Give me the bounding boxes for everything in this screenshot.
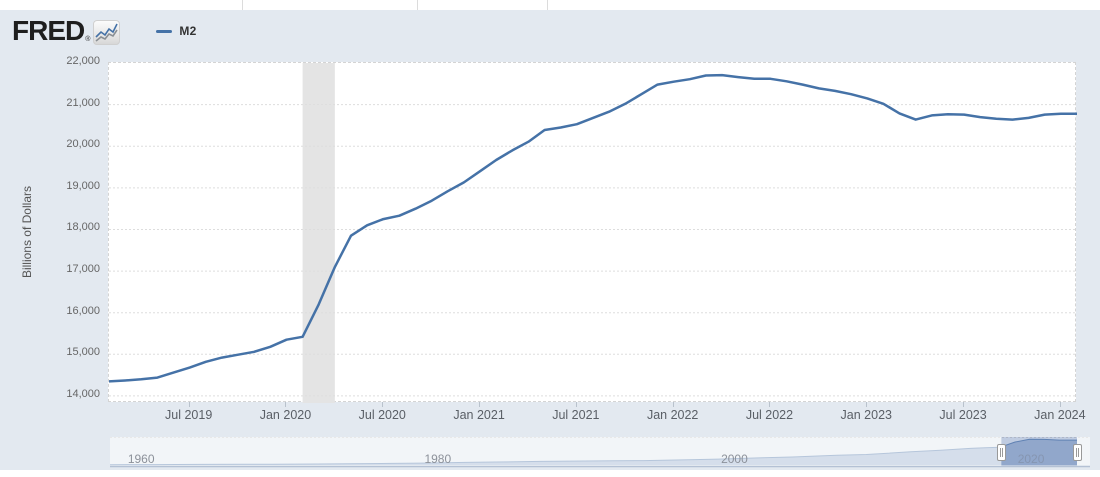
x-axis-label: Jan 2022 [646, 408, 699, 422]
x-axis-label: Jan 2020 [259, 408, 312, 422]
x-axis-tick [188, 402, 190, 407]
y-axis-label: 16,000 [66, 304, 100, 317]
fred-logo[interactable]: FRED ® [12, 15, 121, 46]
fred-logo-text: FRED [12, 15, 85, 46]
m2-line-chart[interactable] [109, 63, 1077, 403]
navigator-year-label: 2020 [1017, 452, 1045, 466]
x-axis-tick [1059, 402, 1061, 407]
x-axis-label: Jul 2021 [552, 408, 600, 422]
fred-line-chart-icon [93, 20, 121, 45]
legend-series-dash [156, 29, 173, 33]
y-axis-label: 14,000 [66, 387, 100, 400]
top-strip [0, 0, 1100, 10]
navigator-year-label: 1980 [424, 452, 452, 466]
x-axis-label: Jul 2023 [939, 408, 987, 422]
x-axis-tick [769, 402, 771, 407]
y-axis-label: 15,000 [66, 346, 100, 359]
navigator-selection[interactable] [1001, 437, 1077, 466]
navigator-area-chart [110, 437, 1090, 468]
y-axis-label: 18,000 [66, 221, 100, 234]
x-axis-label: Jul 2020 [358, 408, 406, 422]
x-axis-label: Jul 2019 [165, 408, 213, 422]
x-axis-label: Jan 2023 [840, 408, 892, 422]
registered-trademark: ® [85, 36, 91, 43]
recession-band [302, 63, 335, 403]
x-axis-label: Jan 2024 [1034, 408, 1086, 422]
legend-series-label: M2 [179, 24, 197, 38]
x-axis-label: Jan 2021 [453, 408, 505, 422]
x-axis-tick [866, 402, 868, 407]
navigator[interactable]: 1960 1980 2000 2020 [110, 437, 1090, 468]
top-divider [242, 0, 243, 10]
y-axis-label: 21,000 [66, 96, 100, 109]
chart-header: FRED ® M2 [12, 14, 196, 48]
x-axis-tick [575, 402, 577, 407]
y-axis-label: 22,000 [66, 55, 100, 67]
bottom-strip [0, 470, 1100, 477]
x-axis-tick [963, 402, 965, 407]
y-axis-label: 19,000 [66, 179, 100, 192]
navigator-mask-left [110, 437, 1002, 466]
x-axis-label: Jul 2022 [745, 408, 794, 422]
x-axis-tick [479, 402, 481, 407]
x-axis-tick [285, 402, 287, 407]
top-divider [547, 0, 548, 10]
navigator-handle-left[interactable] [996, 444, 1006, 461]
y-axis-label: 20,000 [66, 138, 100, 151]
navigator-year-label: 1960 [127, 452, 155, 466]
top-divider [417, 0, 418, 10]
navigator-handle-right[interactable] [1072, 444, 1082, 461]
main-plot-area[interactable] [108, 62, 1077, 403]
x-axis-tick [672, 402, 674, 407]
x-axis-tick [382, 402, 384, 407]
navigator-year-label: 2000 [721, 452, 748, 466]
y-axis-label: 17,000 [66, 263, 100, 276]
m2-series-line[interactable] [109, 73, 1077, 383]
legend-item-m2[interactable]: M2 [156, 24, 196, 38]
